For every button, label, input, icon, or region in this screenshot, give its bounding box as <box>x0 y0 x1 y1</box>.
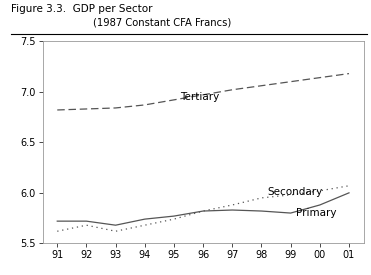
Text: Secondary: Secondary <box>267 187 322 197</box>
Text: Figure 3.3.  GDP per Sector: Figure 3.3. GDP per Sector <box>11 4 152 14</box>
Text: (1987 Constant CFA Francs): (1987 Constant CFA Francs) <box>93 18 231 28</box>
Text: Primary: Primary <box>296 208 337 218</box>
Text: Tertiary: Tertiary <box>180 92 219 102</box>
